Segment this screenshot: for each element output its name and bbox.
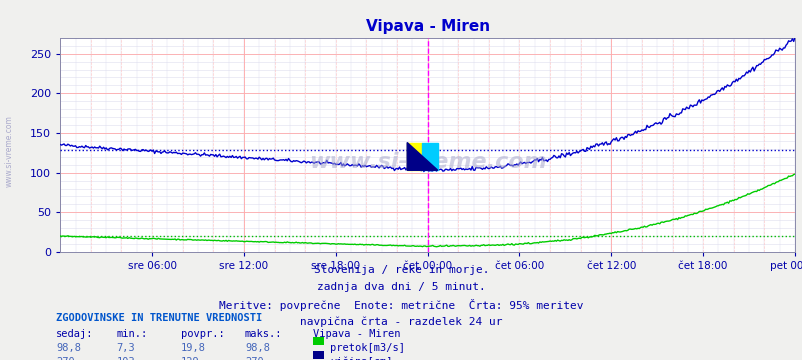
Text: www.si-vreme.com: www.si-vreme.com — [308, 152, 546, 172]
Text: višina[cm]: višina[cm] — [330, 357, 392, 360]
Text: Slovenija / reke in morje.: Slovenija / reke in morje. — [314, 265, 488, 275]
Text: 19,8: 19,8 — [180, 343, 205, 353]
Text: maks.:: maks.: — [245, 329, 282, 339]
Text: Meritve: povprečne  Enote: metrične  Črta: 95% meritev: Meritve: povprečne Enote: metrične Črta:… — [219, 299, 583, 311]
Title: Vipava - Miren: Vipava - Miren — [365, 19, 489, 34]
Polygon shape — [407, 143, 437, 170]
Text: 98,8: 98,8 — [56, 343, 81, 353]
Text: pretok[m3/s]: pretok[m3/s] — [330, 343, 404, 353]
Text: min.:: min.: — [116, 329, 148, 339]
Text: 270: 270 — [56, 357, 75, 360]
Text: www.si-vreme.com: www.si-vreme.com — [5, 115, 14, 187]
Text: povpr.:: povpr.: — [180, 329, 224, 339]
Text: 103: 103 — [116, 357, 135, 360]
Text: zadnja dva dni / 5 minut.: zadnja dva dni / 5 minut. — [317, 282, 485, 292]
Text: ZGODOVINSKE IN TRENUTNE VREDNOSTI: ZGODOVINSKE IN TRENUTNE VREDNOSTI — [56, 313, 262, 323]
Text: navpična črta - razdelek 24 ur: navpična črta - razdelek 24 ur — [300, 316, 502, 327]
Polygon shape — [407, 143, 422, 170]
Text: 7,3: 7,3 — [116, 343, 135, 353]
Text: 98,8: 98,8 — [245, 343, 269, 353]
Text: Vipava - Miren: Vipava - Miren — [313, 329, 400, 339]
Polygon shape — [422, 143, 437, 170]
Text: 270: 270 — [245, 357, 263, 360]
Text: 129: 129 — [180, 357, 199, 360]
Text: sedaj:: sedaj: — [56, 329, 94, 339]
